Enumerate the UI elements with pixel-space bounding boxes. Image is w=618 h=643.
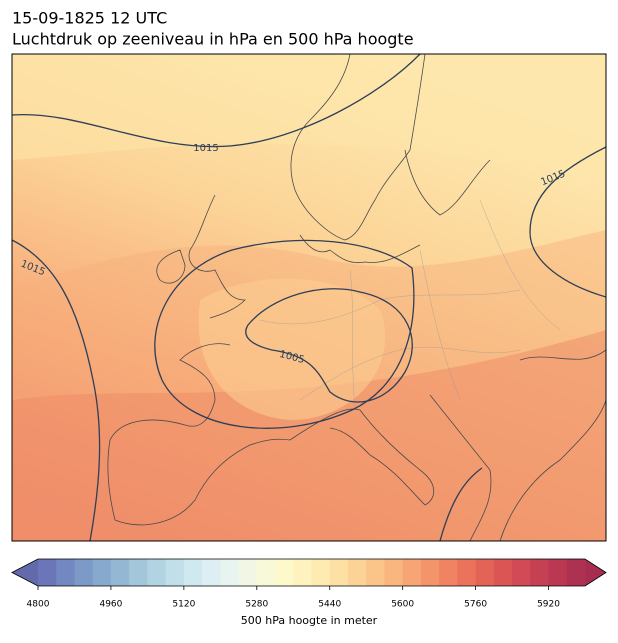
coastline xyxy=(404,149,491,216)
colorbar-bin xyxy=(493,559,513,586)
colorbar-bin xyxy=(402,559,422,586)
colorbar-bin xyxy=(457,559,476,586)
contour-label: 1015 xyxy=(193,143,218,154)
colorbar: 4800 4960 5120 5280 5440 5600 5760 5920 xyxy=(11,558,607,610)
border xyxy=(299,346,521,401)
map-frame xyxy=(11,53,607,542)
coastlines xyxy=(107,54,606,541)
title: 15-09-1825 12 UTC xyxy=(12,9,167,28)
isobar xyxy=(12,239,101,541)
colorbar-bin xyxy=(256,559,276,586)
colorbar-bin xyxy=(384,559,404,586)
colorbar-bin xyxy=(347,559,367,586)
colorbar-bin xyxy=(238,559,258,586)
coastline xyxy=(519,349,606,361)
colorbar-extend xyxy=(585,559,606,586)
colorbar-bin xyxy=(110,559,130,586)
colorbar-bin xyxy=(329,559,349,586)
colorbar-bin xyxy=(220,559,239,586)
colorbar-bin xyxy=(165,559,185,586)
colorbar-bin xyxy=(548,559,568,586)
coastline xyxy=(179,343,231,427)
colorbar-bin xyxy=(475,559,495,586)
colorbar-bin xyxy=(275,559,294,586)
field-band xyxy=(12,330,606,541)
colorbar-bin xyxy=(38,559,57,586)
colorbar-bin xyxy=(202,559,221,586)
colorbar-bin xyxy=(566,559,586,586)
colorbar-tick-label: 4800 xyxy=(27,600,50,610)
map: 1015 1015 1015 1005 xyxy=(12,54,606,541)
colorbar-bin xyxy=(512,559,531,586)
colorbar-bin xyxy=(147,559,167,586)
coastline xyxy=(299,234,421,264)
isobar xyxy=(245,288,413,403)
colorbar-bin xyxy=(293,559,312,586)
colorbar-bin xyxy=(439,559,458,586)
colorbar-bin xyxy=(183,559,203,586)
coastline xyxy=(289,408,435,506)
colorbar-bin xyxy=(311,559,331,586)
isobar xyxy=(154,239,415,429)
coastline xyxy=(290,54,426,241)
isobar xyxy=(12,54,421,148)
isobar xyxy=(529,146,606,298)
coastline xyxy=(156,249,186,284)
borders xyxy=(259,199,561,411)
colorbar-tick-label: 5920 xyxy=(537,600,560,610)
coastline xyxy=(499,399,606,541)
border xyxy=(259,289,521,325)
colorbar-tick-label: 5440 xyxy=(318,600,341,610)
colorbar-tick-label: 5760 xyxy=(464,600,487,610)
field-band xyxy=(198,278,386,420)
colorbar-bin xyxy=(366,559,385,586)
colorbar-tick-label: 4960 xyxy=(99,600,122,610)
colorbar-bin xyxy=(420,559,440,586)
isobar xyxy=(439,467,483,541)
colorbar-bin xyxy=(92,559,112,586)
coastline xyxy=(107,419,291,526)
field-band xyxy=(12,54,606,180)
colorbar-tick-label: 5280 xyxy=(245,600,268,610)
coastline xyxy=(429,394,492,541)
border xyxy=(419,249,461,401)
colorbar-tick-label: 5600 xyxy=(391,600,414,610)
colorbar-bin xyxy=(530,559,549,586)
border xyxy=(349,269,356,411)
colorbar-extend xyxy=(12,559,38,586)
colorbar-tick-label: 5120 xyxy=(172,600,195,610)
isobars xyxy=(12,54,606,541)
colorbar-label: 500 hPa hoogte in meter xyxy=(241,614,378,627)
colorbar-bin xyxy=(56,559,75,586)
coastline xyxy=(188,194,246,319)
subtitle: Luchtdruk op zeeniveau in hPa en 500 hPa… xyxy=(12,30,414,49)
colorbar-bin xyxy=(74,559,94,586)
colorbar-bin xyxy=(129,559,148,586)
border xyxy=(479,199,561,331)
